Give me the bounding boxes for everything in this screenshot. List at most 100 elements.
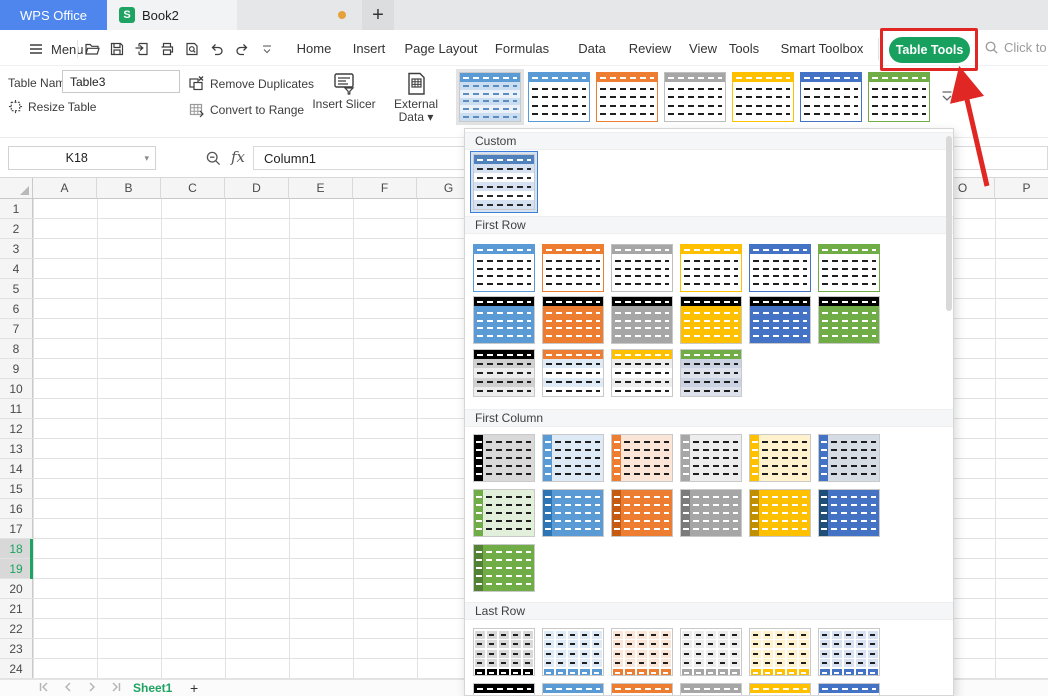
print-preview-icon[interactable] (184, 41, 200, 57)
row-header-2[interactable]: 2 (0, 219, 33, 239)
wps-office-menu-tab[interactable]: WPS Office (0, 0, 107, 30)
open-file-icon[interactable] (84, 41, 100, 57)
table-style-thumbnail[interactable] (473, 434, 535, 482)
table-style-thumbnail[interactable] (542, 434, 604, 482)
table-style-thumbnail[interactable] (473, 544, 535, 592)
table-style-thumbnail[interactable] (611, 349, 673, 397)
row-header-10[interactable]: 10 (0, 379, 33, 399)
table-style-thumbnail[interactable] (818, 628, 880, 676)
print-icon[interactable] (159, 41, 175, 57)
table-style-thumbnail[interactable] (542, 683, 604, 695)
table-style-thumbnail[interactable] (818, 683, 880, 695)
column-header-P[interactable]: P (995, 178, 1048, 199)
table-style-thumbnail[interactable] (459, 72, 521, 122)
table-style-thumbnail[interactable] (473, 349, 535, 397)
save-icon[interactable] (109, 41, 125, 57)
external-data-button[interactable]: External Data ▾ (381, 70, 451, 124)
table-style-thumbnail[interactable] (818, 244, 880, 292)
sheet-tab-sheet1[interactable]: Sheet1 (133, 680, 173, 695)
row-header-19[interactable]: 19 (0, 559, 33, 579)
redo-icon[interactable] (234, 41, 250, 57)
row-header-1[interactable]: 1 (0, 199, 33, 219)
table-name-input[interactable]: Table3 (62, 70, 180, 93)
row-header-6[interactable]: 6 (0, 299, 33, 319)
new-tab-button[interactable]: + (362, 0, 394, 30)
column-header-C[interactable]: C (161, 178, 225, 199)
ribbon-tab-page-layout[interactable]: Page Layout (404, 40, 478, 56)
last-sheet-icon[interactable] (110, 681, 122, 693)
table-style-thumbnail[interactable] (749, 434, 811, 482)
row-header-12[interactable]: 12 (0, 419, 33, 439)
undo-icon[interactable] (209, 41, 225, 57)
row-header-5[interactable]: 5 (0, 279, 33, 299)
row-header-3[interactable]: 3 (0, 239, 33, 259)
select-all-corner[interactable] (0, 178, 33, 199)
row-header-13[interactable]: 13 (0, 439, 33, 459)
table-style-thumbnail[interactable] (749, 296, 811, 344)
next-sheet-icon[interactable] (86, 681, 98, 693)
ribbon-tab-view[interactable]: View (689, 40, 717, 56)
row-header-16[interactable]: 16 (0, 499, 33, 519)
command-search[interactable]: Click to (984, 40, 1047, 55)
table-style-thumbnail[interactable] (749, 244, 811, 292)
table-style-thumbnail[interactable] (680, 244, 742, 292)
table-style-thumbnail[interactable] (473, 154, 535, 210)
table-style-thumbnail[interactable] (542, 489, 604, 537)
table-style-thumbnail[interactable] (818, 296, 880, 344)
table-style-thumbnail[interactable] (749, 628, 811, 676)
add-sheet-button[interactable]: + (190, 679, 199, 696)
row-header-15[interactable]: 15 (0, 479, 33, 499)
name-box[interactable]: K18 ▾ (8, 146, 156, 170)
row-header-21[interactable]: 21 (0, 599, 33, 619)
row-header-14[interactable]: 14 (0, 459, 33, 479)
column-header-D[interactable]: D (225, 178, 289, 199)
remove-duplicates-button[interactable]: Remove Duplicates (188, 75, 314, 92)
tab-table-tools[interactable]: Table Tools (889, 37, 970, 63)
table-style-thumbnail[interactable] (542, 244, 604, 292)
ribbon-tab-home[interactable]: Home (296, 40, 332, 56)
table-style-thumbnail[interactable] (473, 628, 535, 676)
table-style-thumbnail[interactable] (749, 489, 811, 537)
gallery-more-button[interactable] (938, 82, 956, 112)
table-style-thumbnail[interactable] (749, 683, 811, 695)
table-style-thumbnail[interactable] (473, 296, 535, 344)
table-style-thumbnail[interactable] (611, 434, 673, 482)
row-header-23[interactable]: 23 (0, 639, 33, 659)
table-style-thumbnail[interactable] (611, 244, 673, 292)
row-header-20[interactable]: 20 (0, 579, 33, 599)
table-style-thumbnail[interactable] (664, 72, 726, 122)
insert-slicer-button[interactable]: Insert Slicer (309, 70, 379, 111)
table-style-thumbnail[interactable] (542, 349, 604, 397)
name-box-dropdown-icon[interactable]: ▾ (144, 152, 149, 163)
row-header-7[interactable]: 7 (0, 319, 33, 339)
table-style-thumbnail[interactable] (680, 628, 742, 676)
table-style-thumbnail[interactable] (818, 489, 880, 537)
row-header-8[interactable]: 8 (0, 339, 33, 359)
table-style-thumbnail[interactable] (680, 434, 742, 482)
table-style-thumbnail[interactable] (611, 296, 673, 344)
row-header-22[interactable]: 22 (0, 619, 33, 639)
zoom-formula-icon[interactable] (205, 150, 222, 167)
table-style-thumbnail[interactable] (868, 72, 930, 122)
table-style-thumbnail[interactable] (473, 244, 535, 292)
row-header-11[interactable]: 11 (0, 399, 33, 419)
fx-insert-function[interactable]: fx (231, 148, 246, 166)
resize-table-button[interactable]: Resize Table (8, 99, 96, 114)
document-tab[interactable]: S Book2 (107, 0, 237, 30)
export-icon[interactable] (134, 41, 150, 57)
ribbon-tab-data[interactable]: Data (578, 40, 606, 56)
table-style-thumbnail[interactable] (680, 683, 742, 695)
table-style-thumbnail[interactable] (818, 434, 880, 482)
table-style-thumbnail[interactable] (473, 489, 535, 537)
table-style-thumbnail[interactable] (611, 489, 673, 537)
column-header-A[interactable]: A (33, 178, 97, 199)
prev-sheet-icon[interactable] (62, 681, 74, 693)
column-header-F[interactable]: F (353, 178, 417, 199)
ribbon-tab-formulas[interactable]: Formulas (494, 40, 550, 56)
ribbon-tab-smart-toolbox[interactable]: Smart Toolbox (780, 40, 864, 56)
table-style-thumbnail[interactable] (473, 683, 535, 695)
table-style-thumbnail[interactable] (542, 628, 604, 676)
table-style-thumbnail[interactable] (680, 296, 742, 344)
ribbon-tab-review[interactable]: Review (628, 40, 672, 56)
row-header-17[interactable]: 17 (0, 519, 33, 539)
